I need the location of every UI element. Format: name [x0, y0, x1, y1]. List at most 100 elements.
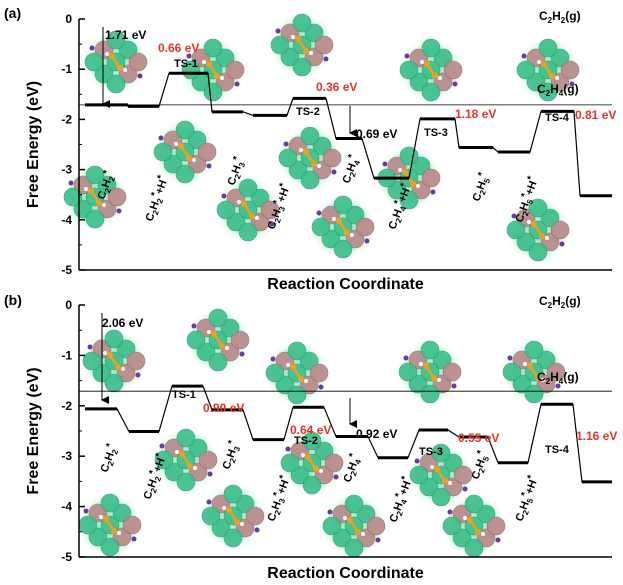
species-label-group: C2H4*+H*: [384, 182, 416, 232]
species-label: C2H3*: [223, 155, 249, 188]
species-label: C2H5*+H*: [511, 474, 543, 524]
x-axis-title: Reaction Coordinate: [267, 276, 424, 293]
y-tick-label: -3: [61, 163, 72, 177]
y-tick-label: -4: [61, 213, 72, 227]
transition-state-label: TS-1: [172, 389, 196, 401]
energy-barrier-annotation: 2.06 eV: [102, 316, 143, 330]
species-label-group: C2H4*: [338, 153, 364, 186]
y-tick-label: -5: [61, 263, 72, 277]
adsorbate-structure-image: [440, 492, 508, 560]
transition-state-label: TS-4: [545, 444, 570, 456]
energy-barrier-annotation: 0.64 eV: [290, 423, 331, 437]
adsorbate-structure-image: [309, 193, 377, 261]
species-label-group: C2H3*: [218, 439, 244, 472]
transition-state-label: TS-2: [294, 435, 318, 447]
species-label-group: C2H3*: [223, 155, 249, 188]
species-label: C2H2(g): [539, 9, 581, 25]
energy-barrier-annotation: 1.18 eV: [455, 107, 496, 121]
species-label-group: C2H5*: [468, 171, 494, 204]
plot-axes: 0 -1 -2 -3 -4 -5: [61, 12, 612, 277]
adsorbate-structure-image: [320, 492, 388, 560]
species-label: C2H4*: [339, 452, 365, 485]
species-label-group: C2H2*: [96, 442, 122, 475]
adsorbate-structure-image: [407, 441, 475, 509]
transition-state-label: TS-2: [296, 106, 320, 118]
y-tick-label: -1: [61, 348, 72, 362]
adsorbate-structure-image: [500, 338, 568, 406]
energy-barrier-annotation: 1.16 eV: [576, 429, 617, 443]
species-label: C2H5*+H*: [511, 175, 543, 225]
species-label: C2H3*+H*: [263, 182, 295, 232]
species-label-group: C2H2*: [93, 169, 119, 202]
energy-barrier-annotation: 0.69 eV: [356, 127, 397, 141]
y-tick-label: -4: [61, 500, 72, 514]
species-label-group: C2H4*+H*: [385, 475, 417, 525]
species-label: C2H2*: [93, 169, 119, 202]
adsorbate-structure-image: [276, 124, 344, 192]
species-label: C2H2*: [96, 442, 122, 475]
energy-barrier-annotation: 0.55 eV: [458, 431, 499, 445]
y-tick-label: -5: [61, 550, 72, 564]
energy-barrier-annotation: 0.81 eV: [575, 108, 616, 122]
y-tick-label: -3: [61, 449, 72, 463]
species-label-group: C2H2*+H*: [139, 452, 171, 502]
energy-barrier-annotation: 0.66 eV: [158, 41, 199, 55]
energy-profile: [85, 384, 612, 484]
species-label: C2H5*: [468, 171, 494, 204]
energy-profile: [85, 71, 612, 198]
energy-barrier-annotation: 0.90 eV: [203, 401, 244, 415]
y-axis-title: Free Energy (eV): [25, 81, 42, 208]
adsorbate-structure-image: [278, 429, 346, 497]
adsorbate-structure-image: [82, 28, 150, 96]
x-axis-title: Reaction Coordinate: [267, 565, 424, 582]
adsorbate-structure-image: [214, 176, 282, 244]
adsorbate-structure-image: [199, 482, 267, 550]
species-label: C2H3*+H*: [263, 474, 295, 524]
adsorbate-structure-image: [263, 339, 331, 407]
adsorbate-structure-image: [76, 491, 144, 559]
species-label: C2H3*: [218, 439, 244, 472]
transition-state-label: TS-4: [545, 112, 570, 124]
species-label: C2H4*+H*: [384, 182, 416, 232]
species-label-group: C2H5*: [467, 449, 493, 482]
energy-barrier-annotation: 0.36 eV: [316, 80, 357, 94]
species-label: C2H2(g): [539, 294, 581, 310]
species-label-group: C2H4*: [339, 452, 365, 485]
adsorbate-structure-image: [179, 36, 247, 104]
adsorbate-structure-image: [268, 11, 336, 79]
y-tick-label: -2: [61, 399, 72, 413]
adsorbate-structure-image: [151, 118, 219, 186]
species-label: C2H5*: [467, 449, 493, 482]
species-label: C2H4(g): [537, 82, 579, 98]
species-label: C2H4*: [338, 153, 364, 186]
plot-axes: 0 -1 -2 -3 -4 -5: [61, 298, 612, 564]
y-tick-label: 0: [65, 12, 72, 26]
y-axis-title: Free Energy (eV): [25, 367, 42, 494]
species-label-group: C2H5*+H*: [511, 474, 543, 524]
y-tick-label: 0: [65, 298, 72, 312]
transition-state-label: TS-3: [424, 127, 448, 139]
y-tick-label: -1: [61, 62, 72, 76]
species-label: C2H4*+H*: [385, 475, 417, 525]
energy-barrier-annotation: 0.92 eV: [356, 427, 397, 441]
species-label-group: C2H3*+H*: [263, 474, 295, 524]
species-label: C2H2*+H*: [139, 452, 171, 502]
species-label: C2H2*+H*: [141, 174, 173, 224]
y-tick-label: -2: [61, 112, 72, 126]
transition-state-label: TS-3: [419, 446, 443, 458]
adsorbate-structure-image: [184, 306, 252, 374]
transition-state-label: TS-1: [174, 58, 198, 70]
adsorbate-structure-image: [504, 196, 572, 264]
panel-label: (a): [4, 5, 21, 21]
adsorbate-structure-image: [80, 327, 148, 395]
adsorbate-structure-image: [514, 36, 582, 104]
energy-barrier-annotation: 1.71 eV: [105, 28, 146, 42]
adsorbate-structure-image: [152, 426, 220, 494]
species-label-group: C2H3*+H*: [263, 182, 295, 232]
species-label: C2H4(g): [537, 370, 579, 386]
panel-label: (b): [4, 292, 22, 308]
adsorbate-structure-image: [396, 338, 464, 406]
species-label-group: C2H5*+H*: [511, 175, 543, 225]
species-label-group: C2H2*+H*: [141, 174, 173, 224]
